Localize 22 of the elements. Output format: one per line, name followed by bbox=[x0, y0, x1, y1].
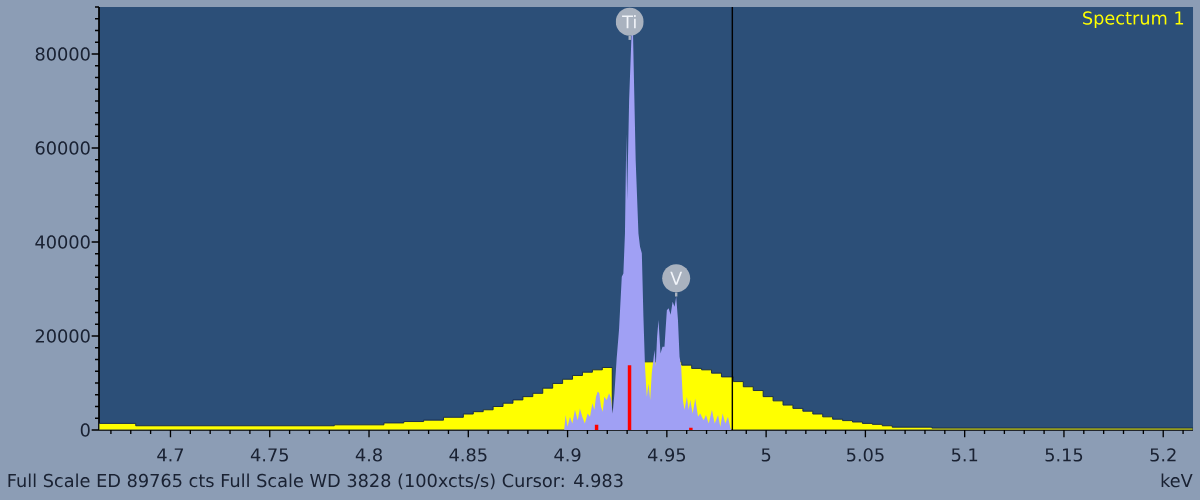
x-tick-label: 4.95 bbox=[647, 448, 686, 462]
x-tick-label: 5 bbox=[761, 448, 771, 462]
text: Full Scale ED 89765 cts Full Scale WD 3828 (100xcts/s) Cursor: 4.983 bbox=[8, 473, 623, 490]
y-tick-label: 20000 bbox=[35, 329, 90, 343]
y-tick-label: 0 bbox=[80, 423, 90, 437]
x-tick-label: 4.75 bbox=[250, 448, 288, 462]
x-tick-label: 4.85 bbox=[449, 448, 487, 462]
x-axis-title: keV bbox=[1161, 473, 1193, 488]
y-tick-label: 80000 bbox=[35, 47, 90, 61]
bar bbox=[689, 427, 693, 430]
x-tick-label: 5.05 bbox=[847, 448, 884, 462]
x-tick-label: 4.7 bbox=[157, 448, 184, 462]
x-tick-label: 5.15 bbox=[1045, 448, 1083, 462]
y-tick-label: 40000 bbox=[35, 235, 90, 249]
x-tick-label: 5.1 bbox=[951, 448, 978, 462]
x-tick-label: 5.2 bbox=[1150, 448, 1176, 462]
x-tick-label: 4.9 bbox=[554, 448, 581, 462]
y-tick-label: 60000 bbox=[35, 141, 90, 155]
text: Spectrum 1 bbox=[1083, 11, 1184, 29]
annotation: V bbox=[670, 271, 683, 285]
annotation: Ti bbox=[622, 14, 636, 29]
x-tick-label: 4.8 bbox=[355, 448, 382, 462]
